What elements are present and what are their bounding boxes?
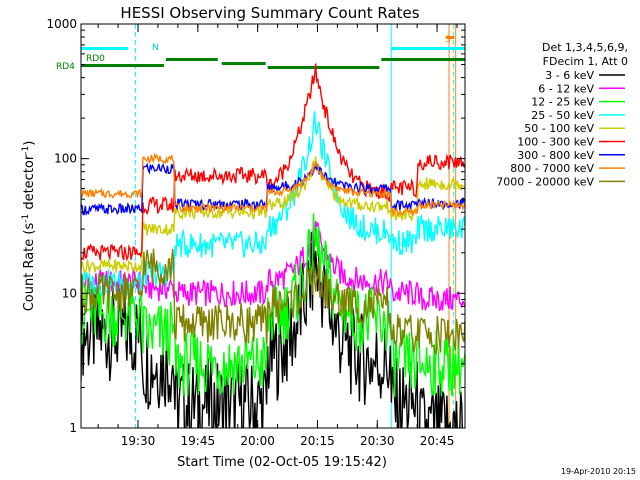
series-line-8 (81, 152, 465, 218)
flag-s-label: S (445, 35, 451, 45)
x-tick-label-4: 20:30 (360, 434, 395, 448)
series-line-9 (81, 248, 465, 355)
legend-label-5: 50 - 100 keV (524, 122, 594, 135)
x-tick-label-5: 20:45 (420, 434, 455, 448)
legend-label-1: 3 - 6 keV (545, 69, 594, 82)
rd4-flag-bar-0 (81, 64, 164, 67)
x-axis-title: Start Time (02-Oct-05 19:15:42) (177, 455, 387, 470)
series-line-5 (81, 156, 465, 274)
rd0-flag-bar-0 (81, 47, 129, 50)
s-flag-bar (446, 36, 455, 39)
series-line-7 (81, 162, 465, 217)
y-tick-label-3: 1000 (46, 17, 77, 31)
legend-header-line-1: Det 1,3,4,5,6,9, (542, 41, 628, 54)
legend-header-line-2: FDecim 1, Att 0 (543, 55, 628, 68)
legend-label-6: 100 - 300 keV (517, 136, 594, 149)
y-tick-label-0: 1 (69, 421, 77, 435)
x-tick-label-3: 20:15 (300, 434, 335, 448)
legend: Det 1,3,4,5,6,9, FDecim 1, Att 0 3 - 6 k… (496, 41, 628, 188)
legend-label-2: 6 - 12 keV (538, 82, 594, 95)
x-tick-label-2: 20:00 (240, 434, 275, 448)
series-line-4 (81, 111, 465, 298)
legend-label-4: 25 - 50 keV (531, 109, 594, 122)
x-tick-label-1: 19:45 (181, 434, 216, 448)
rd4-flag-bar-4 (381, 58, 465, 61)
series-line-2 (81, 220, 465, 312)
flag-n-label: N (152, 43, 159, 53)
y-tick-label-1: 10 (62, 286, 77, 300)
series-line-6 (81, 63, 465, 262)
rd4-flag-bar-1 (165, 58, 218, 61)
legend-label-9: 7000 - 20000 keV (496, 175, 594, 188)
x-tick-label-0: 19:30 (121, 434, 156, 448)
rd4-flag-bar-2 (221, 62, 266, 65)
y-axis-title: Count Rate (s-1 detector-1) (21, 141, 37, 312)
legend-label-7: 300 - 800 keV (517, 149, 594, 162)
rd0-flag-bar-1 (391, 47, 465, 50)
flag-rd0-label: RD0 (86, 54, 105, 64)
legend-label-8: 800 - 7000 keV (510, 162, 594, 175)
chart-title: HESSI Observing Summary Count Rates (120, 4, 419, 22)
footer-timestamp: 19-Apr-2010 20:15 (561, 467, 636, 476)
flag-rd4-label: RD4 (56, 62, 75, 72)
y-tick-label-2: 100 (54, 152, 77, 166)
rd4-flag-bar-3 (267, 66, 380, 69)
plot-frame (80, 23, 466, 429)
legend-label-3: 12 - 25 keV (531, 96, 594, 109)
